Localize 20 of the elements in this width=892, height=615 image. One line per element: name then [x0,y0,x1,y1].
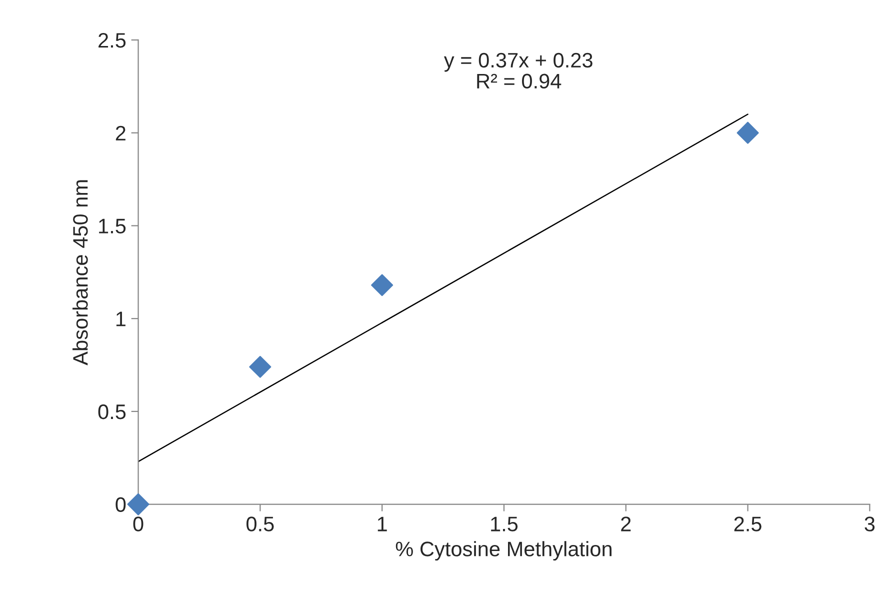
x-axis-title: % Cytosine Methylation [396,541,612,560]
y-tick-label: 2.5 [98,32,126,48]
x-tick-label: 3 [864,516,875,532]
point [249,356,272,378]
y-tick-label: 0.5 [98,404,126,420]
x-tick-label: 0 [133,516,144,532]
y-tick-label: 0 [116,497,126,512]
x-tick-label: 0.5 [246,516,274,532]
annotation: y = 0.37x + 0.23 R² = 0.94 [444,52,592,89]
x-tick-label: 2.5 [734,516,762,532]
y-tick-label: 1.5 [99,218,126,234]
y-tick-label: 2 [116,126,126,140]
point [736,122,759,144]
x-tick-label: 2 [621,516,631,532]
point [127,493,150,516]
x-tick-label: 1 [378,516,387,532]
point [371,274,394,296]
x-tick-label: 1.5 [491,516,518,532]
y-axis-title: Absorbance 450 nm [72,180,88,366]
y-tick-label: 1 [116,312,126,326]
